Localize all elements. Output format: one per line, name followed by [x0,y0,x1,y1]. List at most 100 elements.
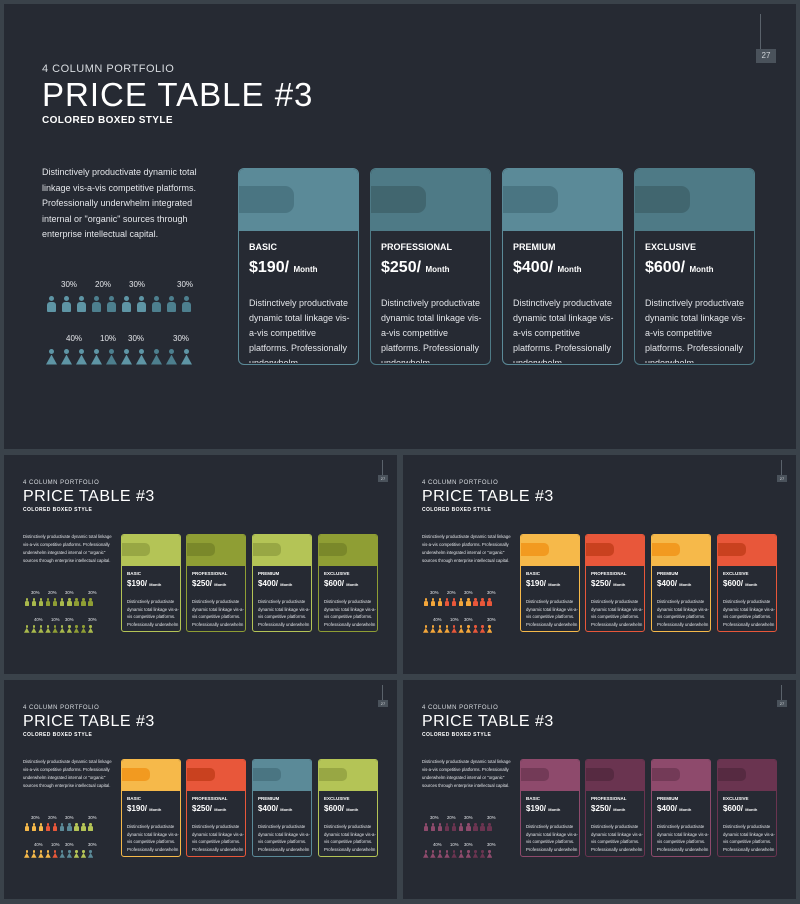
person-icon [76,296,87,312]
slide-thumbnail-plum[interactable]: 27 4 COLUMN PORTFOLIO PRICE TABLE #3 COL… [403,680,796,899]
person-body [80,852,87,858]
person-body [73,852,80,858]
person-body [87,852,94,858]
percent-label: 40% [433,842,442,847]
person-icon [458,850,464,858]
price-card-premium[interactable]: PREMIUM $400/ Month Distinctively produc… [651,534,711,632]
price-card-professional[interactable]: PROFESSIONAL $250/ Month Distinctively p… [585,534,645,632]
price-period: Month [214,582,227,587]
person-head [474,625,477,628]
person-body [77,301,86,312]
price-card-basic[interactable]: BASIC $190/ Month Distinctively producti… [121,534,181,632]
person-icon [106,296,117,312]
price-card-exclusive[interactable]: EXCLUSIVE $600/ Month Distinctively prod… [717,759,777,857]
person-body [121,354,132,365]
price-card-professional[interactable]: PROFESSIONAL $250/ Month Distinctively p… [585,759,645,857]
price-card-basic[interactable]: BASIC $190/ Month Distinctively producti… [121,759,181,857]
person-icon [444,598,450,606]
person-body [45,600,51,606]
person-body [38,627,44,633]
person-body [24,825,29,831]
person-body [423,852,429,858]
person-body [45,852,51,858]
person-icon [437,598,443,606]
percent-label: 30% [464,617,473,622]
person-head [445,850,449,853]
plan-description: Distinctively productivate dynamic total… [381,298,482,363]
person-head [64,296,69,301]
price-period: Month [280,807,293,812]
price-card-professional[interactable]: PROFESSIONAL $250/ Month Distinctively p… [370,168,491,365]
person-icon [151,349,162,365]
plan-description: Distinctively productivate dynamic total… [249,298,350,363]
person-icon [479,625,486,633]
price-period: Month [745,807,758,812]
price-card-basic[interactable]: BASIC $190/ Month Distinctively producti… [238,168,359,365]
person-body [137,301,146,312]
slide-description: Distinctively productivate dynamic total… [422,759,511,788]
price-period: Month [149,807,162,812]
page-corner-line [382,685,383,706]
card-tab [319,768,347,781]
slide-description: Distinctively productivate dynamic total… [23,759,112,788]
person-head [75,625,78,628]
plan-price: $600/ Month [645,259,714,277]
plan-name: PROFESSIONAL [192,796,228,801]
person-head [89,823,92,826]
price-period: Month [149,582,162,587]
price-card-exclusive[interactable]: EXCLUSIVE $600/ Month Distinctively prod… [634,168,755,365]
person-icon [81,598,87,606]
plan-price: $600/ Month [324,804,358,813]
card-header-band [239,169,358,231]
person-head [94,296,99,301]
person-head [82,823,85,826]
price-card-exclusive[interactable]: EXCLUSIVE $600/ Month Distinctively prod… [318,534,378,632]
person-icon [451,823,457,831]
price-period: Month [613,807,626,812]
person-body [486,627,493,633]
person-body [458,600,464,606]
person-head [488,850,491,853]
person-head [445,823,449,826]
card-header-band [521,535,579,566]
person-icon [430,598,436,606]
plan-price: $600/ Month [723,804,757,813]
slide-thumbnail-green[interactable]: 27 4 COLUMN PORTFOLIO PRICE TABLE #3 COL… [4,455,397,674]
plan-price: $190/ Month [526,804,560,813]
price-card-premium[interactable]: PREMIUM $400/ Month Distinctively produc… [651,759,711,857]
person-icon [437,823,443,831]
person-head [94,349,99,354]
person-body [451,600,457,606]
slide-thumbnail-mixed[interactable]: 27 4 COLUMN PORTFOLIO PRICE TABLE #3 COL… [4,680,397,899]
person-icon [38,850,44,858]
card-tab [635,186,690,213]
card-tab [187,768,215,781]
person-body [80,627,87,633]
person-body [61,354,72,365]
person-body [76,354,87,365]
person-body [91,354,102,365]
price-card-premium[interactable]: PREMIUM $400/ Month Distinctively produc… [252,534,312,632]
price-card-basic[interactable]: BASIC $190/ Month Distinctively producti… [520,534,580,632]
price-card-professional[interactable]: PROFESSIONAL $250/ Month Distinctively p… [186,534,246,632]
person-head [60,850,64,853]
price-card-premium[interactable]: PREMIUM $400/ Month Distinctively produc… [252,759,312,857]
slide-thumbnail-orange[interactable]: 27 4 COLUMN PORTFOLIO PRICE TABLE #3 COL… [403,455,796,674]
person-icon [486,850,493,858]
person-head [424,850,427,853]
price-card-premium[interactable]: PREMIUM $400/ Month Distinctively produc… [502,168,623,365]
percent-label: 10% [100,334,117,343]
person-icon [91,349,102,365]
price-card-exclusive[interactable]: EXCLUSIVE $600/ Month Distinctively prod… [318,759,378,857]
percent-label: 40% [34,617,43,622]
price-card-basic[interactable]: BASIC $190/ Month Distinctively producti… [520,759,580,857]
price-card-professional[interactable]: PROFESSIONAL $250/ Month Distinctively p… [186,759,246,857]
percent-label: 40% [34,842,43,847]
person-body [423,825,428,831]
person-head [481,598,484,601]
slide-subtitle: COLORED BOXED STYLE [23,507,93,513]
slide-main[interactable]: 27 4 COLUMN PORTFOLIO PRICE TABLE #3 COL… [4,4,796,449]
card-tab [586,543,614,556]
price-card-exclusive[interactable]: EXCLUSIVE $600/ Month Distinctively prod… [717,534,777,632]
price-period: Month [679,807,692,812]
